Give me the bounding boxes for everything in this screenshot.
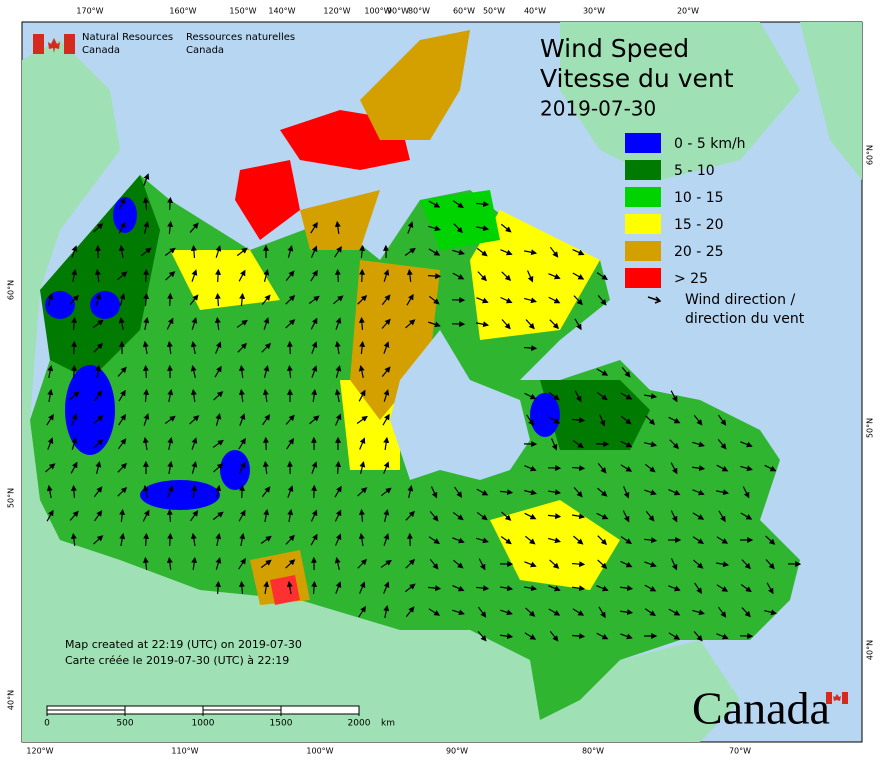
- scale-bar-segment: [47, 706, 125, 710]
- agency-en: Canada: [82, 45, 120, 56]
- legend-label: 10 - 15: [674, 190, 724, 206]
- title: Vitesse du vent: [540, 64, 734, 93]
- longitude-label: 140°W: [268, 7, 295, 16]
- longitude-label: 30°W: [583, 7, 605, 16]
- agency-en: Natural Resources: [82, 32, 173, 43]
- legend-label: 20 - 25: [674, 244, 724, 260]
- wind-arrow: [170, 534, 171, 546]
- longitude-label: 70°W: [729, 747, 751, 756]
- longitude-label: 150°W: [229, 7, 256, 16]
- longitude-label: 60°W: [453, 7, 475, 16]
- note: Map created at 22:19 (UTC) on 2019-07-30: [65, 638, 302, 651]
- wind-arrow: [428, 276, 440, 277]
- wind-arrow: [170, 198, 171, 210]
- longitude-label: 90°W: [446, 747, 468, 756]
- scale-bar-segment: [203, 706, 281, 710]
- wind-arrow: [218, 270, 219, 282]
- wind-arrow: [596, 444, 608, 445]
- agency-fr: Canada: [186, 45, 224, 56]
- legend-swatch: [625, 160, 661, 180]
- wind-arrow: [338, 462, 339, 474]
- longitude-label: 80°W: [582, 747, 604, 756]
- legend-swatch: [625, 214, 661, 234]
- scale-label: 1000: [192, 719, 215, 729]
- longitude-label: 40°W: [524, 7, 546, 16]
- longitude-label: 170°W: [76, 7, 103, 16]
- latitude-label: 50°N: [866, 418, 875, 438]
- longitude-label: 120°W: [26, 747, 53, 756]
- longitude-label: 120°W: [323, 7, 350, 16]
- wind-arrow: [146, 270, 147, 282]
- wind-arrow: [266, 438, 267, 450]
- scale-unit: km: [381, 719, 395, 729]
- wind-arrow: [338, 270, 339, 282]
- scale-label: 500: [116, 719, 133, 729]
- wind-arrow: [146, 366, 147, 378]
- legend-swatch: [625, 268, 661, 288]
- scale-label: 2000: [348, 719, 371, 729]
- wind-arrow: [218, 294, 219, 306]
- scale-label: 1500: [270, 719, 293, 729]
- legend-swatch: [625, 241, 661, 261]
- wind-arrow: [290, 342, 291, 354]
- longitude-label: 20°W: [677, 7, 699, 16]
- legend-label: direction du vent: [685, 311, 805, 327]
- wind-arrow: [218, 582, 219, 594]
- wind-arrow: [242, 486, 243, 498]
- legend-label: > 25: [674, 271, 708, 287]
- date: 2019-07-30: [540, 97, 656, 121]
- latitude-label: 40°N: [866, 640, 875, 660]
- scale-label: 0: [44, 719, 50, 729]
- longitude-label: 80°W: [408, 7, 430, 16]
- wind-arrow: [146, 534, 147, 546]
- legend-label: 0 - 5 km/h: [674, 136, 746, 152]
- wind-arrow: [74, 366, 75, 378]
- wind-arrow: [314, 486, 315, 498]
- wordmark: Canada: [692, 683, 830, 734]
- legend-swatch: [625, 133, 661, 153]
- legend-swatch: [625, 187, 661, 207]
- wind-arrow: [74, 342, 75, 354]
- wind-arrow: [170, 294, 171, 306]
- latitude-label: 40°N: [7, 690, 16, 710]
- longitude-label: 160°W: [169, 7, 196, 16]
- latitude-label: 50°N: [7, 488, 16, 508]
- latitude-label: 60°N: [866, 145, 875, 165]
- latitude-label: 60°N: [7, 280, 16, 300]
- agency-fr: Ressources naturelles: [186, 32, 295, 43]
- longitude-label: 50°W: [483, 7, 505, 16]
- legend-label: Wind direction /: [685, 292, 795, 308]
- title: Wind Speed: [540, 34, 689, 63]
- longitude-label: 100°W: [306, 747, 333, 756]
- legend-label: 5 - 10: [674, 163, 715, 179]
- note: Carte créée le 2019-07-30 (UTC) à 22:19: [65, 654, 289, 667]
- longitude-label: 90°W: [387, 7, 409, 16]
- wind-arrow: [170, 510, 171, 522]
- legend-label: 15 - 20: [674, 217, 724, 233]
- longitude-label: 110°W: [171, 747, 198, 756]
